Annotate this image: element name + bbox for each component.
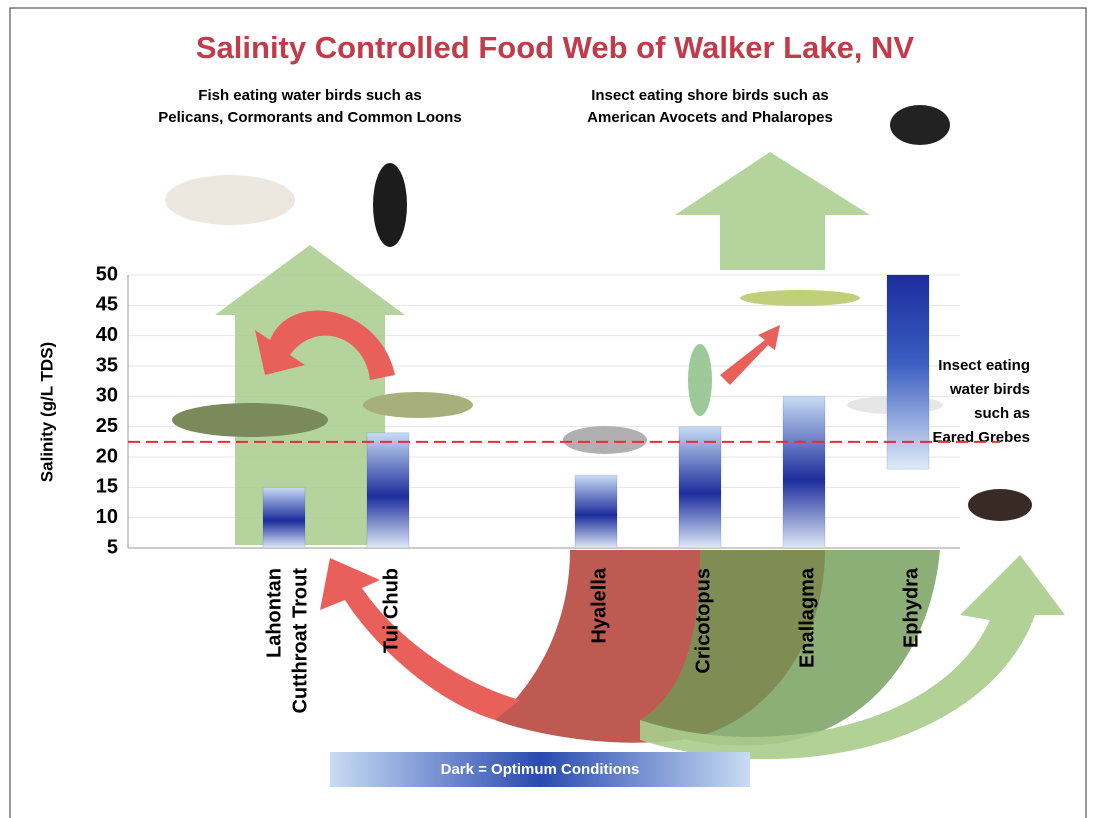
annotation: water birds: [949, 381, 1030, 398]
x-tick-label: Ephydra: [900, 567, 922, 648]
x-tick-label: Enallagma: [796, 567, 818, 668]
chart-title: Salinity Controlled Food Web of Walker L…: [196, 30, 915, 65]
green-arrow: [675, 152, 870, 270]
bar: [783, 396, 825, 548]
bar: [887, 275, 929, 469]
y-tick-label: 40: [96, 324, 118, 346]
x-tick-label: Hyalella: [588, 567, 610, 643]
pelican-icon: [165, 175, 295, 225]
annotation: Insect eating: [938, 357, 1030, 374]
annotation: Pelicans, Cormorants and Common Loons: [158, 109, 461, 126]
y-tick-label: 15: [96, 476, 118, 498]
red-arrow: [320, 558, 520, 720]
bar: [575, 475, 617, 548]
x-tick-label: Cutthroat Trout: [289, 568, 311, 714]
annotation: American Avocets and Phalaropes: [587, 109, 833, 126]
y-tick-label: 50: [96, 263, 118, 285]
x-tick-label: Cricotopus: [692, 568, 714, 674]
y-tick-label: 45: [96, 294, 118, 316]
annotation: Fish eating water birds such as: [198, 87, 421, 104]
chub-icon: [363, 392, 473, 418]
bar: [679, 427, 721, 548]
annotation: Insect eating shore birds such as: [591, 87, 829, 104]
chart: Salinity Controlled Food Web of Walker L…: [0, 0, 1097, 818]
y-tick-label: 10: [96, 506, 118, 528]
avocet-icon: [890, 105, 950, 145]
x-tick-label: Lahontan: [263, 568, 285, 658]
cricotopus-icon: [688, 344, 712, 416]
bar: [367, 433, 409, 548]
bar: [263, 487, 305, 548]
y-tick-label: 5: [107, 536, 118, 558]
y-tick-label: 30: [96, 385, 118, 407]
y-tick-label: 20: [96, 445, 118, 467]
red-arrow: [720, 325, 780, 385]
legend-label: Dark = Optimum Conditions: [441, 761, 640, 778]
y-tick-label: 35: [96, 354, 118, 376]
grebe-icon: [968, 489, 1032, 521]
x-tick-label: Tui Chub: [380, 568, 402, 653]
annotation: such as: [974, 405, 1030, 422]
trout-icon: [172, 403, 328, 437]
enallagma-icon: [740, 290, 860, 306]
y-tick-label: 25: [96, 415, 118, 437]
hyalella-icon: [563, 426, 647, 454]
cormorant-icon: [373, 163, 407, 247]
annotation: Eared Grebes: [932, 429, 1030, 446]
y-axis-label: Salinity (g/L TDS): [37, 342, 56, 482]
